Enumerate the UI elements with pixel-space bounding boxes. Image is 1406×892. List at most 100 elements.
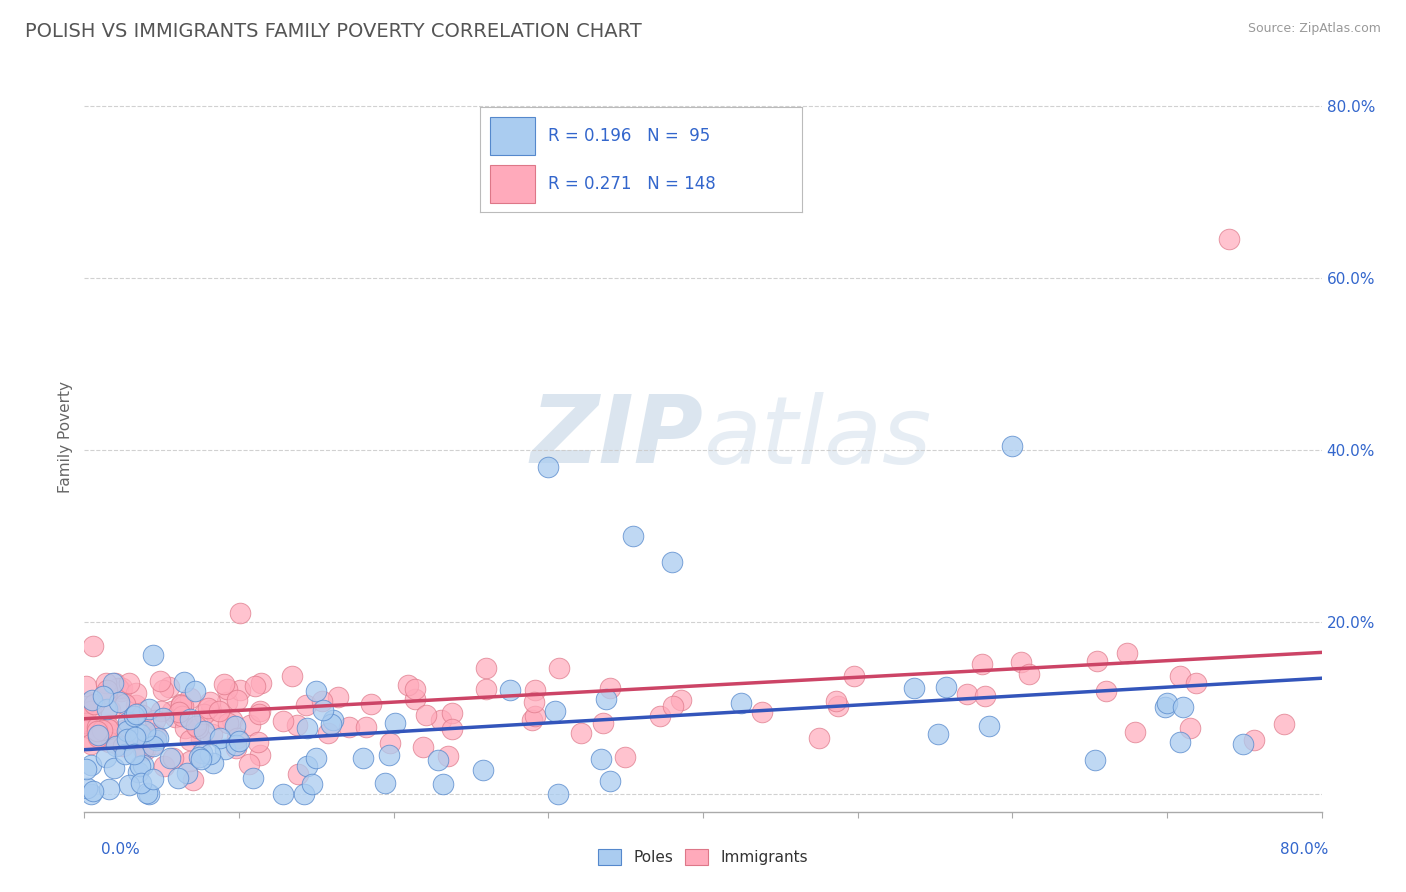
Point <box>96 720 118 734</box>
Point <box>146 731 169 745</box>
Point <box>179 690 201 705</box>
Point <box>384 716 406 731</box>
Point <box>228 733 250 747</box>
Point <box>523 709 546 723</box>
Point <box>522 695 544 709</box>
Point <box>599 681 621 695</box>
Point <box>75 715 97 730</box>
Point <box>190 732 212 747</box>
Point <box>87 728 110 742</box>
Point <box>214 677 236 691</box>
Point <box>304 684 326 698</box>
Point <box>287 766 309 780</box>
Point <box>138 787 160 801</box>
Point <box>75 680 97 694</box>
Point <box>243 679 266 693</box>
Point <box>152 683 174 698</box>
Point <box>112 723 135 738</box>
Point <box>979 719 1001 733</box>
Text: Source: ZipAtlas.com: Source: ZipAtlas.com <box>1247 22 1381 36</box>
Point <box>138 702 160 716</box>
Text: 80.0%: 80.0% <box>1281 842 1329 856</box>
Point <box>669 693 692 707</box>
Point <box>131 776 153 790</box>
Point <box>956 688 979 702</box>
Point <box>142 739 165 753</box>
Point <box>224 719 246 733</box>
Point <box>101 732 124 747</box>
Point <box>145 733 167 747</box>
Point <box>202 756 225 771</box>
Point <box>76 718 98 732</box>
Point <box>86 728 108 742</box>
Point <box>209 731 232 746</box>
Point <box>1171 700 1194 714</box>
Point <box>97 781 120 796</box>
Point <box>305 751 328 765</box>
Point <box>1018 666 1040 681</box>
Point <box>75 704 97 718</box>
Point <box>404 692 426 706</box>
Point <box>82 783 104 797</box>
Point <box>226 731 249 746</box>
Point <box>374 776 396 790</box>
Point <box>1168 735 1191 749</box>
Point <box>167 705 190 719</box>
Text: atlas: atlas <box>703 392 931 483</box>
Point <box>322 713 344 727</box>
Point <box>599 774 621 789</box>
Point <box>589 752 612 766</box>
Point <box>80 758 103 772</box>
Point <box>198 747 221 761</box>
Point <box>970 657 993 672</box>
Point <box>1087 654 1109 668</box>
Point <box>170 698 193 712</box>
Point <box>271 714 294 729</box>
Point <box>903 681 925 695</box>
Point <box>179 733 201 747</box>
Point <box>129 732 152 747</box>
Point <box>621 529 644 543</box>
Point <box>124 731 146 745</box>
Point <box>650 708 672 723</box>
Point <box>125 706 148 721</box>
Point <box>229 606 252 620</box>
Point <box>115 724 138 739</box>
Point <box>97 723 120 737</box>
Point <box>250 676 273 690</box>
Point <box>142 737 165 751</box>
Point <box>172 699 194 714</box>
Legend: Poles, Immigrants: Poles, Immigrants <box>592 843 814 871</box>
Point <box>472 763 495 777</box>
Point <box>1168 669 1191 683</box>
Point <box>142 648 165 663</box>
Point <box>170 698 193 712</box>
Point <box>79 721 101 735</box>
Point <box>326 690 349 704</box>
Point <box>751 705 773 719</box>
Point <box>165 710 187 724</box>
Point <box>96 682 118 697</box>
Point <box>200 703 222 717</box>
Point <box>217 682 239 697</box>
Point <box>292 787 315 801</box>
Point <box>404 682 426 697</box>
Point <box>149 674 172 689</box>
Point <box>190 752 212 766</box>
Point <box>396 678 419 692</box>
Point <box>152 710 174 724</box>
Point <box>1001 439 1024 453</box>
Point <box>150 704 173 718</box>
Point <box>321 716 343 731</box>
Point <box>83 698 105 712</box>
Point <box>201 727 224 741</box>
Point <box>191 746 214 760</box>
Point <box>246 734 269 748</box>
Point <box>186 719 208 733</box>
Point <box>337 721 360 735</box>
Point <box>1011 656 1033 670</box>
Point <box>160 704 183 718</box>
Text: 0.0%: 0.0% <box>101 842 141 856</box>
Point <box>927 727 949 741</box>
Point <box>547 661 569 675</box>
